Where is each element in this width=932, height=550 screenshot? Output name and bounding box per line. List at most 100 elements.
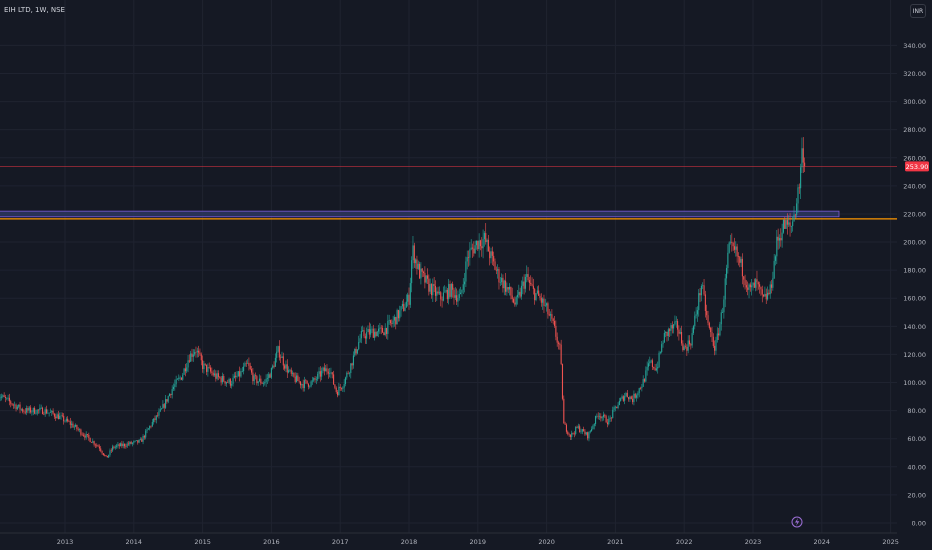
candle [535,293,537,301]
candle [261,383,263,384]
candle [739,256,741,263]
candle [604,414,606,417]
candle [225,382,227,384]
candle [478,240,480,250]
candle [528,280,530,283]
candle [587,432,589,439]
candle [509,286,511,290]
candle [649,361,651,364]
candle [584,431,586,435]
candle [288,370,290,373]
candle [123,443,126,447]
currency-button[interactable]: INR [910,4,926,18]
x-tick-label: 2016 [263,538,280,546]
candle [243,366,245,372]
candle [63,415,65,422]
candle [387,320,389,334]
candle [470,247,472,250]
candle [654,368,656,371]
candle [202,360,204,370]
candle [694,315,696,327]
candle [241,371,243,372]
candle [195,352,197,353]
candle [72,423,74,428]
candle [294,376,296,382]
candle [84,435,86,438]
candle [426,275,429,279]
candle [756,279,758,283]
candle [527,274,529,281]
candle [741,258,743,277]
candle [147,428,149,430]
candle [317,373,319,380]
candle [217,373,220,377]
y-tick-label: 180.00 [903,267,926,275]
y-tick-label: 200.00 [903,239,926,247]
candle [663,332,665,343]
candle [666,331,668,337]
candle [191,353,193,357]
candle [325,368,327,372]
candle [256,376,258,384]
candle [73,426,75,428]
candle [661,344,663,353]
candle [487,239,489,252]
candle [163,404,165,408]
candle [453,289,455,298]
candle [51,410,53,413]
candle [252,372,254,382]
candle [322,367,324,371]
y-axis: 0.00 20.00 40.00 60.00 80.00 100.00 120.00 140.… [903,42,929,528]
candle [542,298,544,303]
candle [224,381,226,384]
candle [786,220,788,225]
candle [389,320,392,324]
candle [77,429,79,430]
candle [82,434,85,436]
y-tick-label: 240.00 [903,182,926,190]
candle [172,386,175,390]
candle [282,356,284,366]
candle [98,446,100,449]
candle [8,397,10,402]
candle [110,450,112,452]
candle [483,233,485,240]
candle [624,396,626,401]
x-tick-label: 2019 [470,538,487,546]
candle [379,327,381,329]
candle [381,327,384,333]
candle [613,407,615,410]
candle [784,219,786,229]
candle [134,440,136,442]
candle [474,245,476,254]
candle [354,348,356,356]
candle [376,331,378,337]
candle [683,346,685,351]
candle [293,372,295,377]
candle [129,441,131,445]
candle [157,415,159,417]
candle [502,277,504,289]
candle [419,263,421,279]
candle [155,415,157,420]
candle [71,423,73,425]
candle [75,425,77,427]
candle [625,392,627,397]
candle [57,414,59,420]
candle [687,340,689,351]
candle [165,399,167,408]
candle [473,248,475,254]
x-tick-label: 2013 [57,538,74,546]
candle [179,377,181,379]
flash-icon[interactable] [791,516,803,528]
candle [408,294,410,305]
y-tick-label: 300.00 [903,98,926,106]
candle [629,396,631,400]
candle [670,325,672,331]
candle [236,376,238,377]
candle [19,404,21,410]
candle [749,284,751,288]
x-tick-label: 2024 [814,538,831,546]
candle [464,281,466,285]
